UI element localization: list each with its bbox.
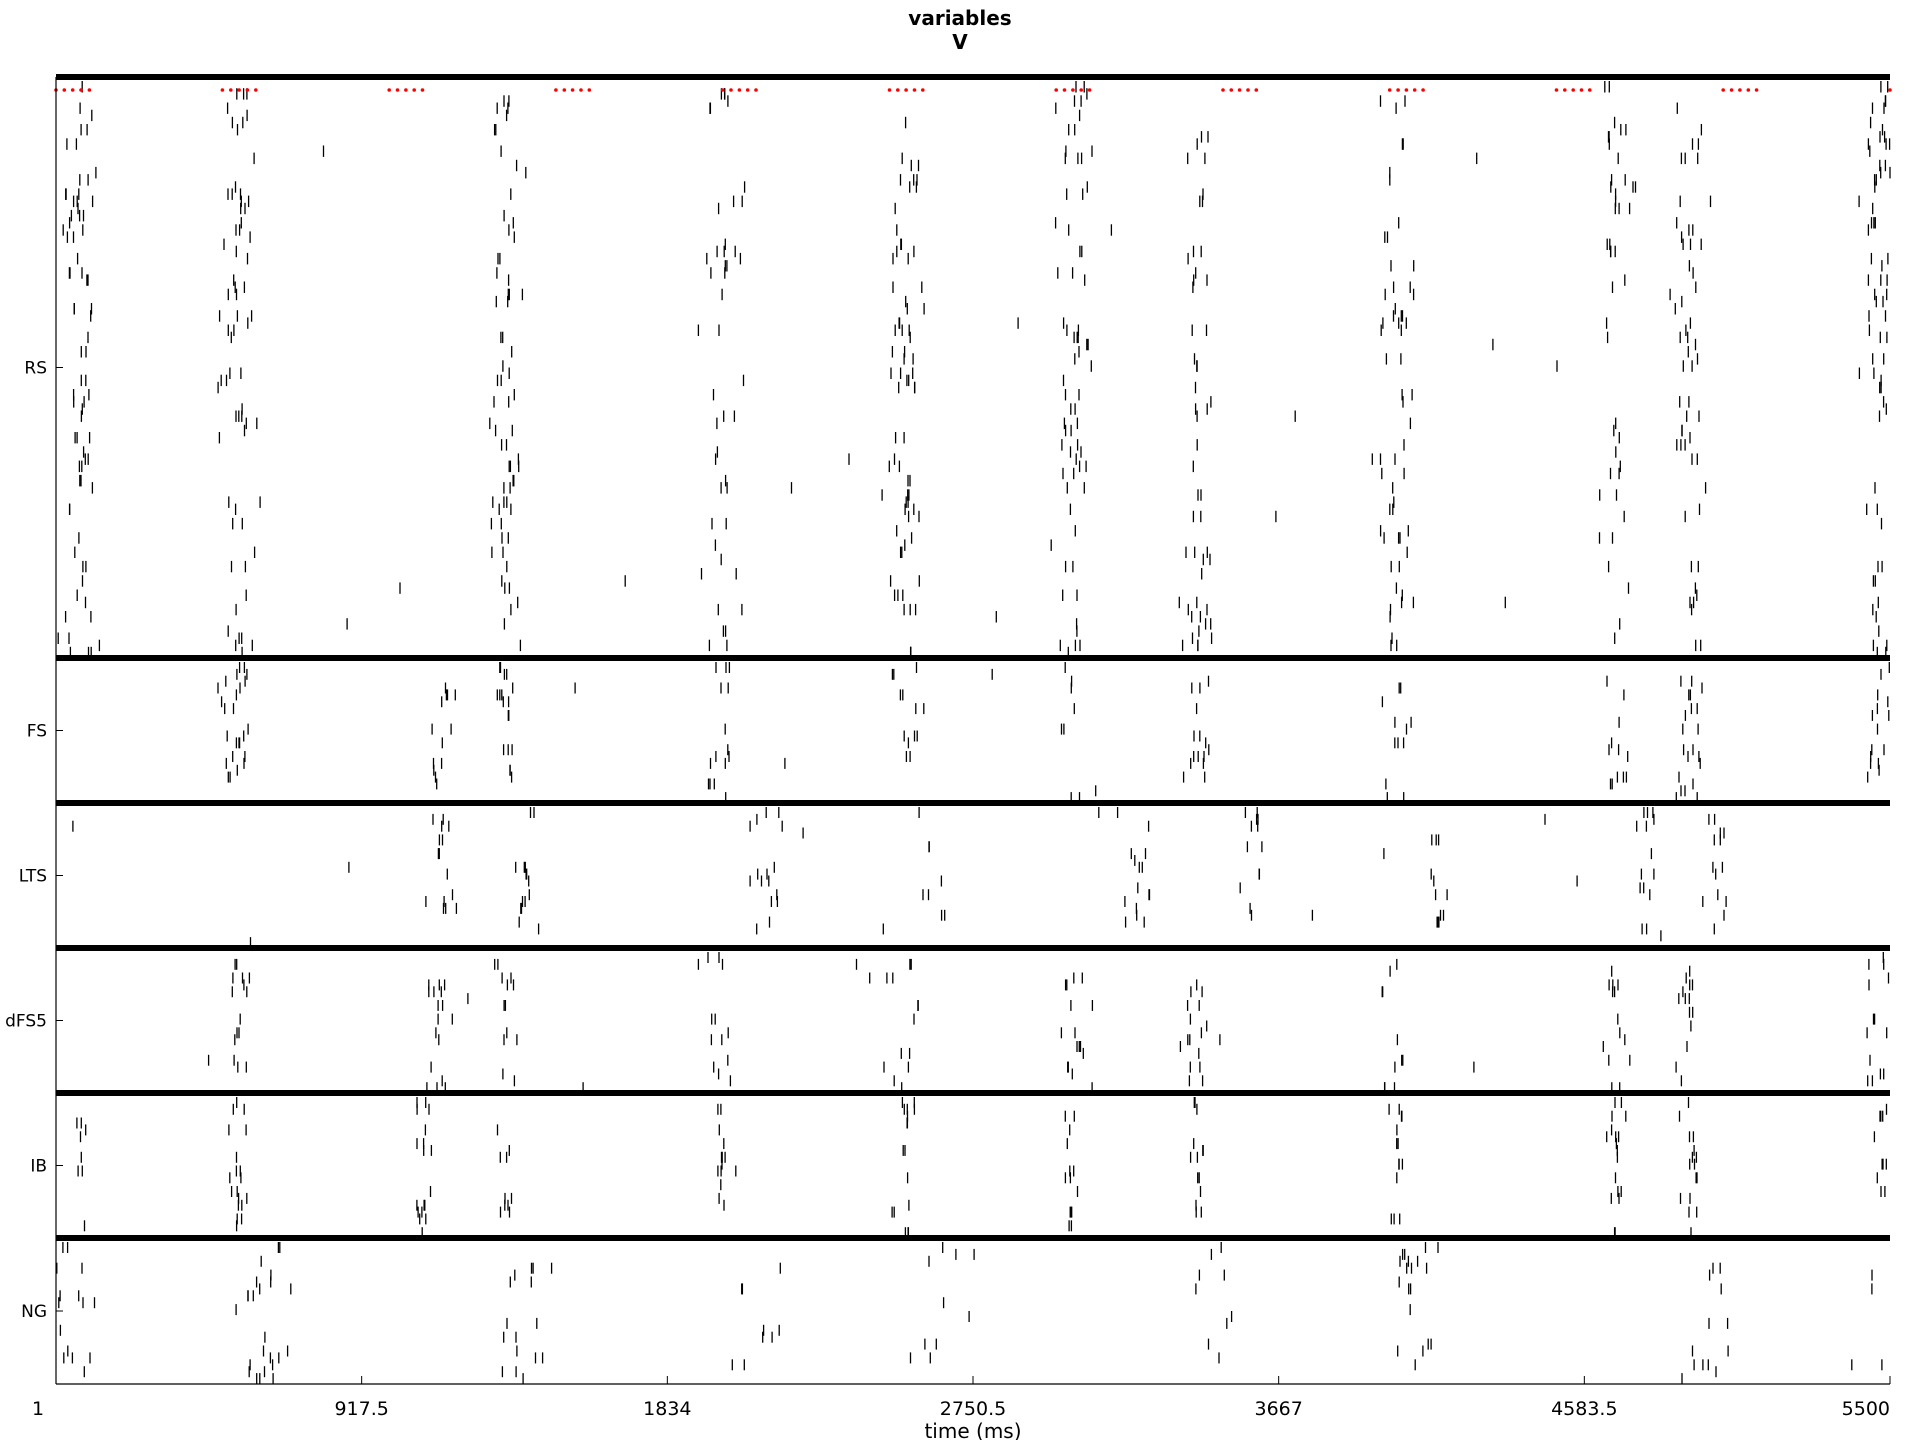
stimulus-marker: [904, 88, 908, 92]
stimulus-marker: [562, 88, 567, 92]
population-label-LTS: LTS: [19, 867, 47, 887]
stimulus-marker: [1062, 88, 1067, 92]
stimulus-marker: [720, 88, 725, 92]
population-label-IB: IB: [30, 1157, 47, 1177]
stimulus-marker: [887, 88, 892, 92]
stimulus-marker: [420, 88, 425, 92]
stimulus-marker: [1571, 88, 1575, 92]
stimulus-marker: [587, 88, 592, 92]
stimulus-marker: [245, 88, 250, 92]
stimulus-marker: [1387, 88, 1392, 92]
stimulus-marker: [1254, 88, 1259, 92]
stimulus-marker: [1754, 88, 1759, 92]
stimulus-marker: [1404, 88, 1409, 92]
stimulus-marker: [579, 88, 583, 92]
stimulus-marker: [1246, 88, 1250, 92]
x-tick-label: 1: [32, 1398, 44, 1420]
x-tick-label: 1834: [643, 1398, 691, 1420]
stimulus-marker: [912, 88, 917, 92]
x-tick-label: 5500: [1842, 1398, 1890, 1420]
stimulus-marker: [395, 88, 400, 92]
population-label-dFS5: dFS5: [5, 1012, 47, 1032]
stimulus-marker: [412, 88, 417, 92]
stimulus-marker: [1237, 88, 1242, 92]
stimulus-marker: [1396, 88, 1400, 92]
stimulus-marker: [737, 88, 742, 92]
stimulus-marker: [921, 88, 925, 92]
stimulus-marker: [87, 88, 92, 92]
stimulus-marker: [387, 88, 392, 92]
stimulus-marker: [729, 88, 733, 92]
stimulus-marker: [70, 88, 75, 92]
stimulus-marker: [1421, 88, 1425, 92]
stimulus-marker: [220, 88, 225, 92]
stimulus-marker: [745, 88, 750, 92]
stimulus-marker: [229, 88, 233, 92]
stimulus-marker: [1729, 88, 1734, 92]
stimulus-marker: [62, 88, 67, 92]
x-tick-label: 917.5: [334, 1398, 388, 1420]
stimulus-marker: [254, 88, 258, 92]
population-label-NG: NG: [21, 1302, 47, 1322]
stimulus-marker: [404, 88, 408, 92]
stimulus-marker: [1738, 88, 1742, 92]
chart-title-line1: variables: [908, 6, 1012, 30]
x-axis-label: time (ms): [924, 1419, 1021, 1440]
stimulus-marker: [1588, 88, 1592, 92]
stimulus-marker: [1221, 88, 1225, 92]
population-label-RS: RS: [24, 359, 47, 379]
stimulus-marker: [896, 88, 900, 92]
stimulus-marker: [1563, 88, 1567, 92]
stimulus-marker: [1554, 88, 1559, 92]
stimulus-marker: [79, 88, 83, 92]
stimulus-marker: [570, 88, 575, 92]
stimulus-marker: [1079, 88, 1083, 92]
stimulus-marker: [1721, 88, 1725, 92]
stimulus-marker: [1229, 88, 1234, 92]
stimulus-marker: [554, 88, 558, 92]
stimulus-marker: [1746, 88, 1751, 92]
x-tick-label: 2750.5: [940, 1398, 1006, 1420]
stimulus-marker: [1054, 88, 1058, 92]
stimulus-marker: [754, 88, 758, 92]
stimulus-marker: [237, 88, 241, 92]
chart-title-line2: V: [952, 30, 968, 54]
x-tick-label: 4583.5: [1551, 1398, 1617, 1420]
x-tick-label: 3667: [1254, 1398, 1302, 1420]
stimulus-marker: [1888, 88, 1892, 92]
stimulus-marker: [1071, 88, 1075, 92]
stimulus-marker: [1087, 88, 1092, 92]
population-label-FS: FS: [27, 722, 47, 742]
stimulus-marker: [1579, 88, 1584, 92]
stimulus-marker: [1412, 88, 1417, 92]
